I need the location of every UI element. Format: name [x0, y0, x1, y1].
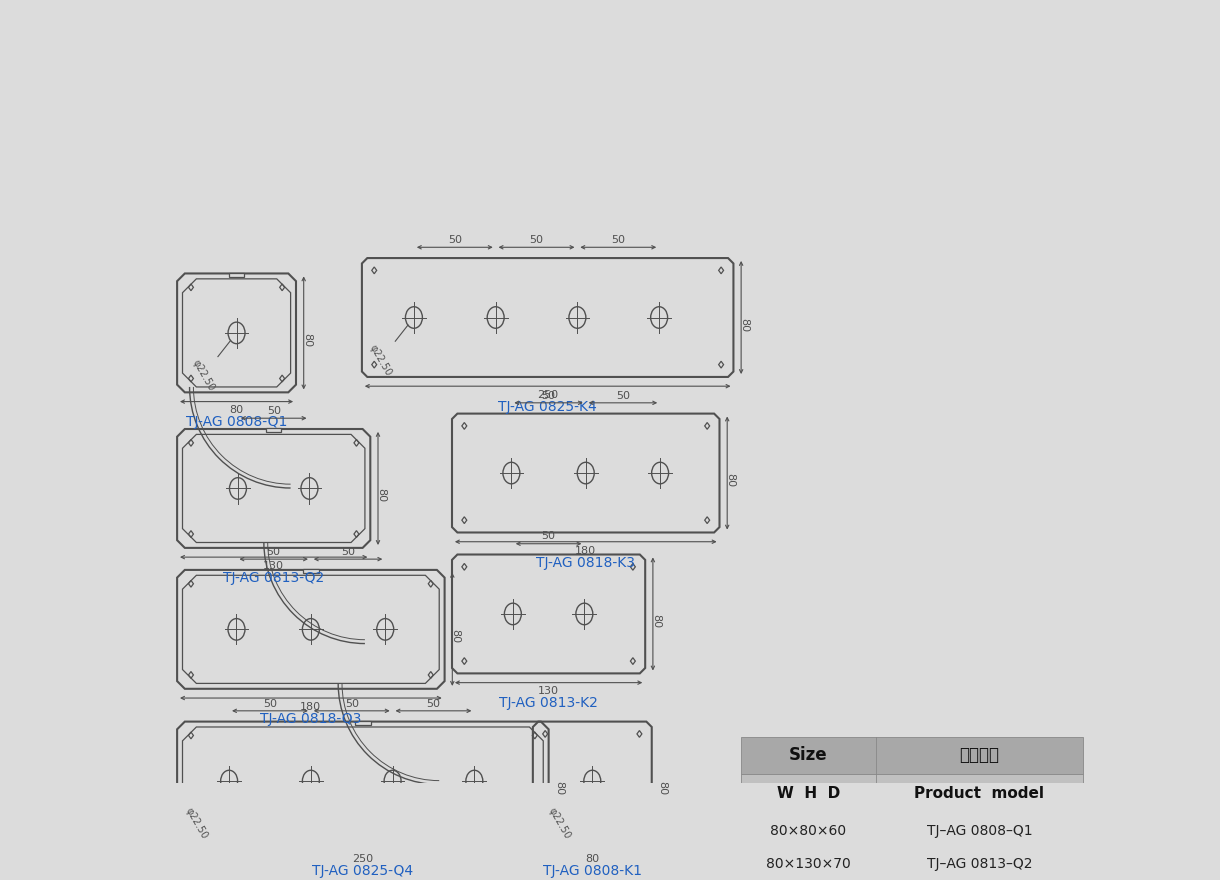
Text: 50: 50	[542, 391, 555, 400]
Text: TJ-AG 0813-Q2: TJ-AG 0813-Q2	[223, 571, 325, 585]
Text: 50: 50	[267, 546, 281, 557]
Text: 250: 250	[537, 390, 559, 400]
Text: TJ-AG 0825-Q4: TJ-AG 0825-Q4	[312, 863, 414, 877]
Text: TJ-AG 0813-K2: TJ-AG 0813-K2	[499, 696, 598, 710]
Text: 50: 50	[342, 546, 355, 557]
Text: 80×130×70: 80×130×70	[766, 856, 850, 870]
Text: φ22.50: φ22.50	[183, 806, 209, 841]
Text: 50: 50	[616, 391, 630, 400]
Text: W  H  D: W H D	[776, 787, 839, 802]
Text: 80: 80	[301, 333, 312, 347]
Text: 80: 80	[450, 629, 460, 643]
Text: Product  model: Product model	[915, 787, 1044, 802]
Text: TJ–AG 0813–Q2: TJ–AG 0813–Q2	[927, 856, 1032, 870]
Text: 50: 50	[427, 699, 440, 708]
Text: 180: 180	[300, 702, 321, 712]
Text: 80: 80	[739, 318, 749, 332]
Bar	[741, 847, 1083, 880]
Text: TJ-AG 0818-Q3: TJ-AG 0818-Q3	[260, 712, 361, 726]
Text: φ22.50: φ22.50	[190, 358, 216, 393]
Text: 80: 80	[376, 488, 386, 502]
Text: φ22.50: φ22.50	[547, 806, 572, 841]
Text: TJ-AG 0825-K4: TJ-AG 0825-K4	[498, 400, 597, 414]
Bar	[266, 429, 282, 432]
Bar	[741, 774, 1083, 814]
Bar	[229, 273, 244, 276]
Text: 250: 250	[353, 854, 373, 863]
Text: 产品型号: 产品型号	[959, 746, 999, 765]
Text: 180: 180	[575, 546, 597, 555]
Text: 50: 50	[611, 235, 626, 245]
Text: 50: 50	[529, 235, 544, 245]
Text: 50: 50	[267, 406, 281, 416]
Text: 130: 130	[264, 561, 284, 571]
Bar	[741, 737, 1083, 774]
Bar	[303, 569, 318, 573]
Text: 50: 50	[542, 532, 555, 541]
Text: TJ-AG 0808-Q1: TJ-AG 0808-Q1	[185, 415, 287, 429]
Text: 50: 50	[448, 235, 462, 245]
Text: Size: Size	[789, 746, 827, 765]
Text: 80: 80	[229, 406, 244, 415]
Text: 80×80×60: 80×80×60	[770, 824, 847, 838]
Text: 80: 80	[651, 614, 661, 628]
Text: 80: 80	[658, 781, 667, 796]
Text: 80: 80	[725, 473, 736, 488]
Text: 80: 80	[586, 854, 599, 863]
Text: 130: 130	[538, 686, 559, 696]
Text: 80: 80	[554, 781, 565, 796]
Text: TJ-AG 0808-K1: TJ-AG 0808-K1	[543, 863, 642, 877]
Text: 50: 50	[345, 699, 359, 708]
Text: TJ–AG 0808–Q1: TJ–AG 0808–Q1	[927, 824, 1032, 838]
Text: 50: 50	[264, 699, 277, 708]
Bar	[741, 814, 1083, 847]
Text: φ22.50: φ22.50	[368, 343, 394, 378]
Bar	[355, 721, 371, 725]
Text: TJ-AG 0818-K3: TJ-AG 0818-K3	[537, 555, 636, 569]
